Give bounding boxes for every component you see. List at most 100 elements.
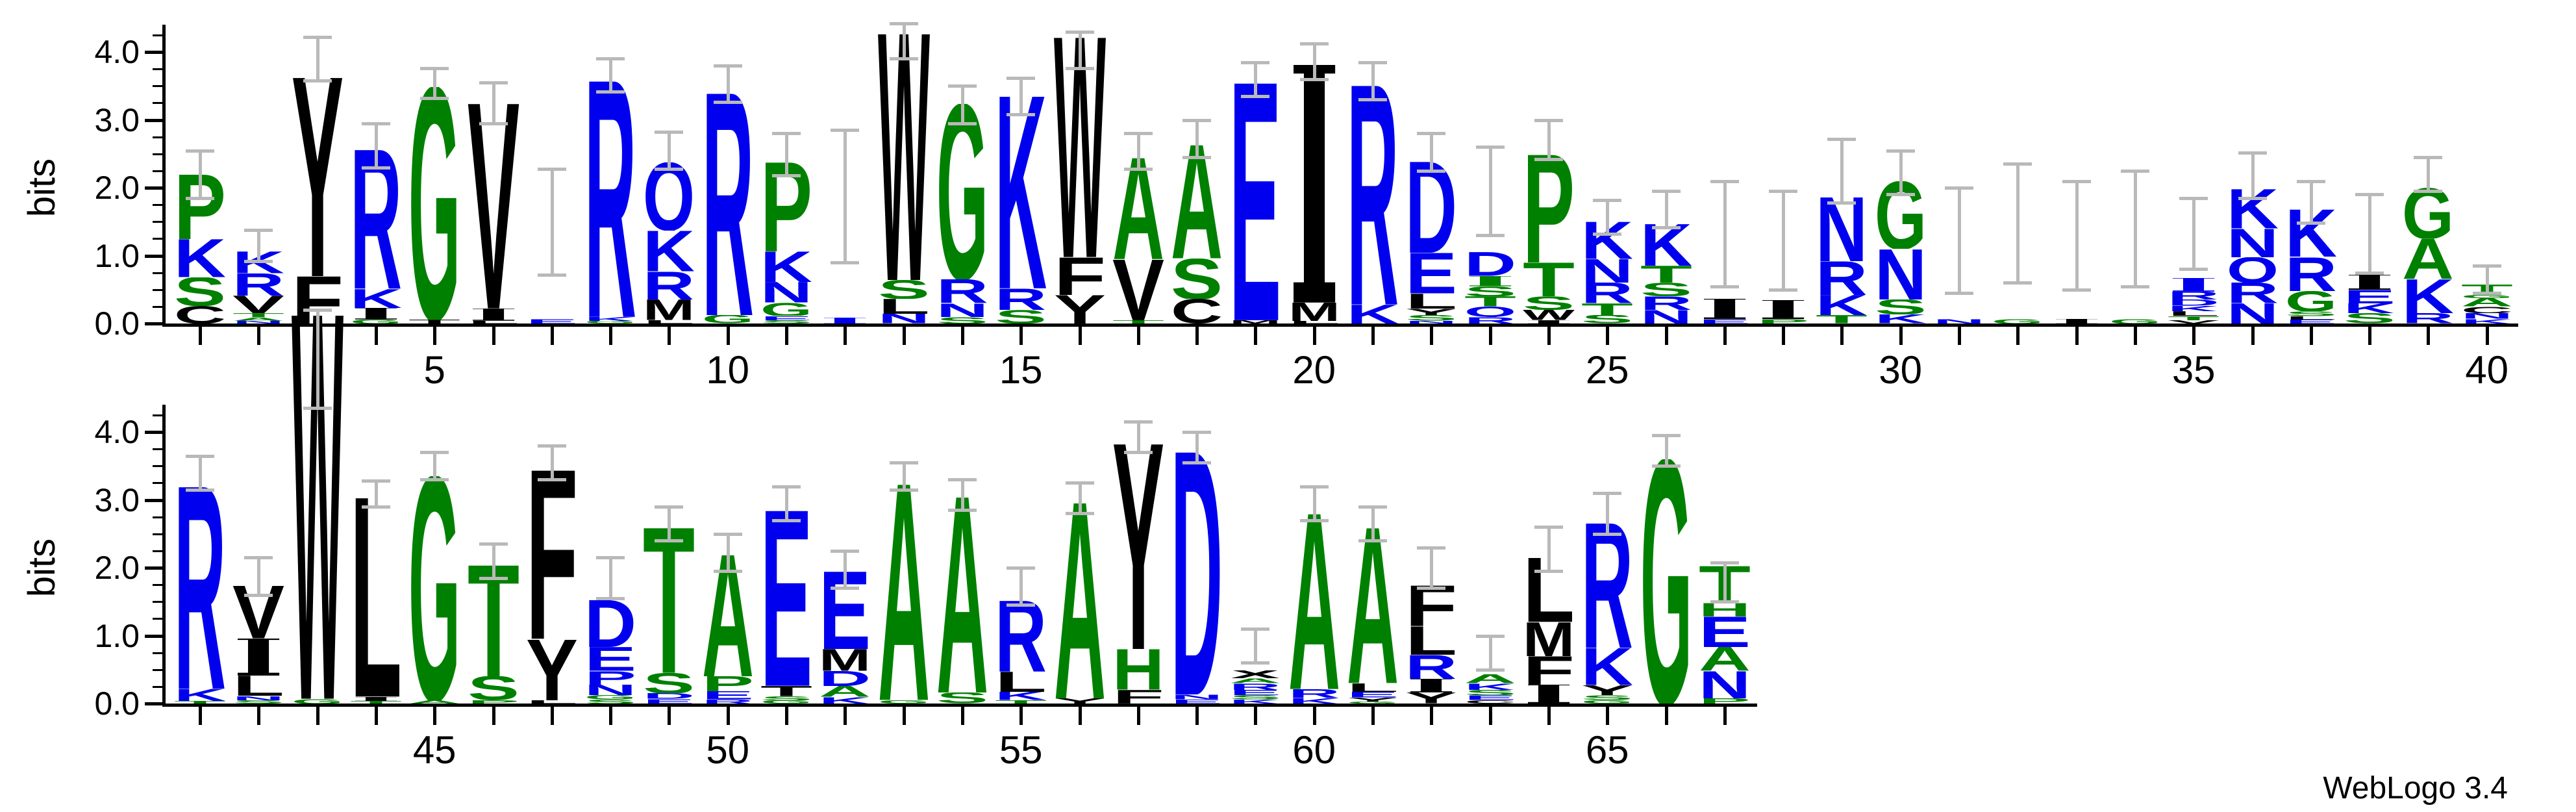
error-bar-cap-bottom — [1007, 113, 1036, 117]
svg-text:T: T — [1112, 320, 1164, 324]
error-bar-line — [1488, 147, 1492, 236]
logo-letter-K: K — [2402, 279, 2454, 313]
svg-text:Y: Y — [292, 76, 344, 276]
svg-text:E: E — [526, 319, 578, 324]
svg-text:Q: Q — [2227, 257, 2279, 283]
logo-letter-S: S — [995, 310, 1047, 324]
logo-letter-K: K — [1288, 698, 1340, 704]
logo-letter-R: R — [2402, 313, 2454, 324]
logo-letter-E: E — [1699, 320, 1751, 324]
error-bar-cap-bottom — [1593, 233, 1622, 236]
svg-text:Y: Y — [1405, 692, 1457, 704]
logo-letter-R: R — [350, 149, 402, 288]
x-tick-label: 5 — [423, 348, 445, 392]
error-bar-cap-bottom — [420, 478, 449, 482]
error-bar-line — [902, 23, 906, 59]
logo-letter-G: G — [760, 700, 812, 704]
logo-letter-K: K — [2344, 303, 2395, 314]
logo-letter-S: S — [1405, 315, 1457, 320]
svg-text:M: M — [1229, 320, 1281, 324]
x-tick — [1430, 327, 1434, 345]
error-bar-line — [550, 445, 554, 480]
x-tick — [1019, 707, 1023, 725]
svg-text:K: K — [1875, 314, 1927, 324]
logo-letter-K: K — [995, 95, 1047, 288]
error-bar-line — [1899, 150, 1903, 195]
svg-text:G: G — [350, 320, 402, 324]
error-bar-cap-top — [1710, 179, 1739, 183]
svg-text:P: P — [468, 700, 519, 704]
x-tick — [1195, 327, 1199, 345]
error-bar-cap-bottom — [537, 273, 566, 277]
y-minor-tick — [153, 601, 166, 603]
svg-text:E: E — [760, 509, 812, 686]
svg-text:N: N — [232, 321, 284, 324]
x-tick-label: 50 — [706, 728, 750, 772]
logo-letter-I: I — [1699, 299, 1751, 319]
x-tick — [257, 327, 261, 345]
svg-text:A: A — [1229, 678, 1281, 683]
svg-text:T: T — [2168, 316, 2220, 320]
x-tick-label: 65 — [1585, 728, 1629, 772]
svg-text:G: G — [1581, 700, 1633, 704]
error-bar-line — [1488, 635, 1492, 670]
logo-letter-L: L — [1347, 683, 1399, 692]
logo-letter-Y: Y — [1054, 698, 1106, 704]
svg-text:S: S — [2344, 313, 2395, 324]
x-tick-label: 40 — [2465, 348, 2509, 392]
x-tick — [1254, 327, 1258, 345]
error-bar-cap-bottom — [1534, 570, 1563, 574]
logo-letter-E: E — [2285, 320, 2337, 324]
y-minor-tick — [153, 136, 166, 138]
error-bar-cap-bottom — [1475, 234, 1505, 238]
svg-text:T: T — [995, 700, 1047, 704]
logo-letter-D: D — [1171, 450, 1223, 694]
x-tick — [316, 707, 319, 725]
error-bar-cap-bottom — [479, 121, 508, 125]
error-bar-line — [844, 130, 847, 262]
logo-letter-R: R — [1816, 261, 1868, 295]
error-bar-line — [1078, 483, 1082, 514]
error-bar-cap-top — [479, 81, 508, 85]
logo-letter-L: L — [995, 672, 1047, 692]
y-minor-tick — [153, 516, 166, 518]
x-tick — [1371, 707, 1375, 725]
logo-letter-E: E — [1405, 253, 1457, 294]
logo-letter-N: N — [2461, 313, 2513, 318]
svg-text:N: N — [760, 282, 812, 302]
logo-letter-E: E — [760, 509, 812, 686]
error-bar-line — [1664, 191, 1668, 227]
x-tick — [550, 327, 554, 345]
logo-letter-S: S — [2344, 313, 2395, 324]
logo-letter-S: S — [174, 277, 226, 306]
logo-letter-T: T — [1816, 315, 1868, 324]
error-bar-cap-bottom — [186, 488, 214, 492]
svg-text:A: A — [1347, 527, 1399, 683]
logo-letter-D: D — [819, 671, 871, 686]
svg-text:W: W — [1523, 310, 1575, 320]
error-bar-cap-top — [1123, 420, 1153, 424]
error-bar-cap-top — [2296, 179, 2325, 183]
svg-text:S: S — [1229, 695, 1281, 699]
svg-text:Y: Y — [1054, 295, 1106, 324]
x-tick-label: 20 — [1292, 348, 1336, 392]
svg-text:K: K — [2168, 306, 2220, 311]
error-bar-cap-bottom — [1710, 600, 1739, 604]
logo-letter-S: S — [468, 676, 519, 700]
svg-text:K: K — [1816, 295, 1868, 315]
logo-letter-N: N — [2227, 303, 2279, 324]
logo-letter-N: N — [1699, 671, 1751, 698]
logo-letter-K: K — [1816, 295, 1868, 315]
svg-text:A: A — [702, 554, 754, 676]
x-tick — [1488, 327, 1492, 345]
x-tick — [1664, 707, 1668, 725]
svg-text:S: S — [936, 692, 988, 704]
logo-letter-S: S — [760, 320, 812, 324]
logo-letter-N: N — [1640, 310, 1692, 324]
x-tick-label: 35 — [2171, 348, 2216, 392]
logo-letter-T: T — [643, 527, 695, 673]
logo-letter-C: C — [2461, 307, 2513, 313]
logo-letter-T: T — [1581, 303, 1633, 316]
logo-letter-R: R — [995, 288, 1047, 310]
svg-text:V: V — [232, 296, 284, 313]
